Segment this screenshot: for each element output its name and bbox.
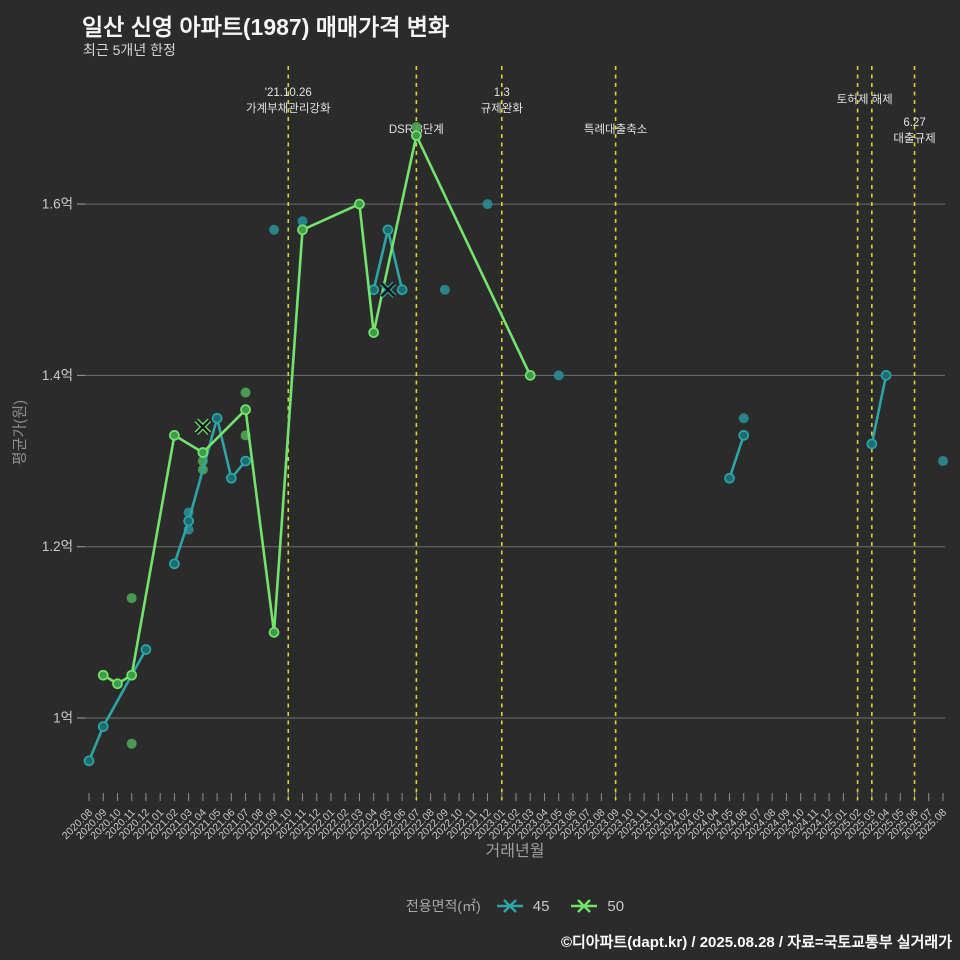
transaction-dot-45 <box>439 284 450 295</box>
event-annotation: 규제완화 <box>481 102 524 115</box>
series-marker-45 <box>97 721 109 732</box>
series-marker-50 <box>411 130 422 141</box>
page-subtitle: 최근 5개년 한정 <box>83 42 176 58</box>
y-tick-label: 1.2억 <box>42 539 73 554</box>
transaction-dot-45 <box>482 199 493 210</box>
transaction-dot-50 <box>126 593 137 604</box>
transaction-dot-50 <box>240 387 251 398</box>
legend-marker-icon <box>496 899 523 913</box>
series-line-50 <box>101 134 532 686</box>
series-marker-50 <box>97 669 109 681</box>
series-marker-50 <box>297 224 308 236</box>
series-line-45 <box>173 416 247 566</box>
x-axis-title: 거래년월 <box>485 843 545 860</box>
page-title: 일산 신영 아파트(1987) 매매가격 변화 <box>82 14 450 40</box>
y-tick-label: 1.6억 <box>42 197 73 212</box>
series-marker-50 <box>268 626 280 638</box>
series-marker-45 <box>396 284 408 296</box>
series-line-45 <box>728 434 746 480</box>
series-marker-50 <box>524 370 536 381</box>
event-annotation: 대출규제 <box>893 132 935 145</box>
series-line-45 <box>372 228 404 292</box>
series-marker-45 <box>169 558 180 570</box>
y-axis-title: 평균가(원) <box>11 399 29 466</box>
series-marker-50 <box>126 669 138 681</box>
series-marker-45 <box>724 472 735 484</box>
transaction-dot-45 <box>738 413 749 424</box>
series-line-45 <box>87 648 148 763</box>
legend-title: 전용면적(㎡) <box>405 898 481 914</box>
y-tick-label: 1억 <box>53 711 73 726</box>
series-marker-45 <box>225 472 237 484</box>
transaction-dot-50 <box>411 122 422 133</box>
legend-item-label: 45 <box>532 897 550 915</box>
series-marker-45 <box>738 430 750 441</box>
series-marker-45 <box>183 515 194 527</box>
event-annotation: 6.27 <box>903 117 925 129</box>
transaction-dot-45 <box>269 224 280 235</box>
series-line-45 <box>870 374 888 446</box>
series-marker-50 <box>354 198 365 210</box>
event-annotation: 토허제 해제 <box>837 93 893 106</box>
series-marker-50 <box>368 327 380 338</box>
series-marker-50 <box>197 447 209 458</box>
legend-marker-icon <box>571 899 598 913</box>
event-annotation: 특례대출축소 <box>584 123 647 136</box>
legend-item-45[interactable]: 45 <box>495 897 550 915</box>
series-marker-45 <box>866 438 878 450</box>
legend-item-label: 50 <box>607 897 625 915</box>
series-marker-45 <box>140 644 152 655</box>
transaction-dot-50 <box>126 738 137 749</box>
event-annotation: 가계부채관리강화 <box>246 102 331 115</box>
series-marker-45 <box>240 455 251 467</box>
series-marker-50 <box>169 430 180 441</box>
series-marker-50 <box>240 404 251 416</box>
transaction-dot-45 <box>553 370 564 381</box>
series-marker-45 <box>83 755 95 767</box>
cancelled-x-marker-core <box>380 282 396 298</box>
legend-item-50[interactable]: 50 <box>569 898 624 915</box>
cancelled-x-marker-core <box>195 419 211 435</box>
legend: 전용면적(㎡) 45 50 <box>85 893 945 919</box>
transaction-dot-45 <box>297 216 308 227</box>
legend-items: 45 50 <box>495 898 624 915</box>
event-annotation: 1.3 <box>494 87 510 99</box>
footer-credit: ©디아파트(dapt.kr) / 2025.08.28 / 자료=국토교통부 실… <box>560 934 952 951</box>
series-marker-45 <box>382 224 394 236</box>
y-tick-label: 1.4억 <box>42 368 73 383</box>
event-annotation: '21.10.26 <box>265 87 312 99</box>
series-marker-50 <box>112 678 123 690</box>
series-marker-45 <box>211 412 223 424</box>
transaction-dot-45 <box>938 456 948 467</box>
series-marker-45 <box>880 370 892 381</box>
